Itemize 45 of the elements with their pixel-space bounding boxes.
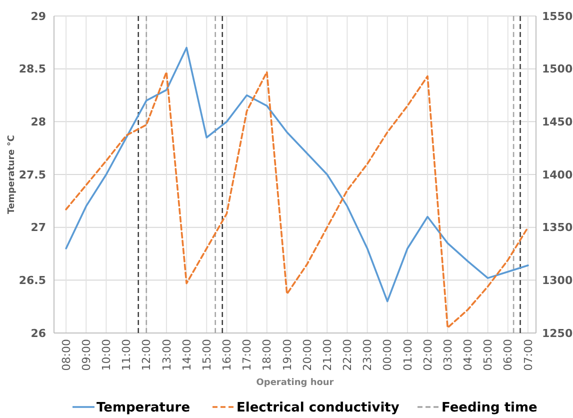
x-tick-label: 06:00 (502, 339, 515, 371)
y-axis-title: Temperature °C (7, 134, 17, 214)
y2-tick-label: 1550 (542, 10, 573, 23)
y-tick-label: 29 (30, 10, 46, 23)
y2-tick-label: 1250 (542, 326, 573, 340)
x-tick-label: 18:00 (260, 339, 274, 371)
x-tick-label: 00:00 (381, 339, 394, 371)
y-tick-label: 27 (30, 221, 46, 234)
y-tick-label: 26.5 (18, 274, 46, 288)
y-tick-label: 26 (30, 326, 46, 340)
x-tick-label: 21:00 (320, 339, 334, 371)
y2-tick-label: 1350 (542, 221, 573, 234)
x-tick-label: 03:00 (441, 339, 454, 371)
y-tick-label: 27.5 (18, 168, 46, 182)
x-tick-label: 16:00 (220, 339, 234, 371)
x-tick-label: 02:00 (421, 339, 434, 371)
y2-tick-label: 1300 (542, 274, 573, 288)
y-tick-label: 28.5 (18, 62, 46, 76)
x-tick-label: 09:00 (80, 339, 93, 371)
legend-label: Temperature (96, 400, 190, 416)
x-axis-title: Operating hour (256, 378, 334, 388)
x-tick-label: 04:00 (462, 339, 475, 371)
x-tick-label: 01:00 (401, 339, 414, 371)
y2-tick-label: 1500 (542, 62, 573, 76)
y2-tick-label: 1450 (542, 116, 573, 129)
x-tick-label: 10:00 (100, 339, 114, 371)
x-tick-label: 08:00 (60, 339, 73, 371)
line-series (65, 46, 529, 302)
line-series (65, 71, 529, 329)
x-tick-label: 05:00 (482, 339, 495, 371)
x-tick-label: 23:00 (361, 339, 374, 371)
legend-label: Electrical conductivity (236, 400, 400, 416)
x-tick-label: 22:00 (341, 339, 354, 371)
x-tick-label: 19:00 (280, 339, 294, 371)
x-tick-label: 13:00 (160, 339, 174, 371)
x-tick-label: 20:00 (300, 339, 314, 371)
x-tick-label: 14:00 (180, 339, 194, 371)
x-tick-label: 07:00 (522, 339, 535, 371)
x-tick-label: 15:00 (200, 339, 214, 371)
y2-tick-label: 1400 (542, 168, 573, 182)
x-tick-label: 12:00 (140, 339, 154, 371)
x-tick-label: 17:00 (240, 339, 254, 371)
x-tick-label: 11:00 (120, 339, 134, 371)
legend-label: Feeding time (442, 400, 538, 416)
y-tick-label: 28 (30, 116, 46, 129)
